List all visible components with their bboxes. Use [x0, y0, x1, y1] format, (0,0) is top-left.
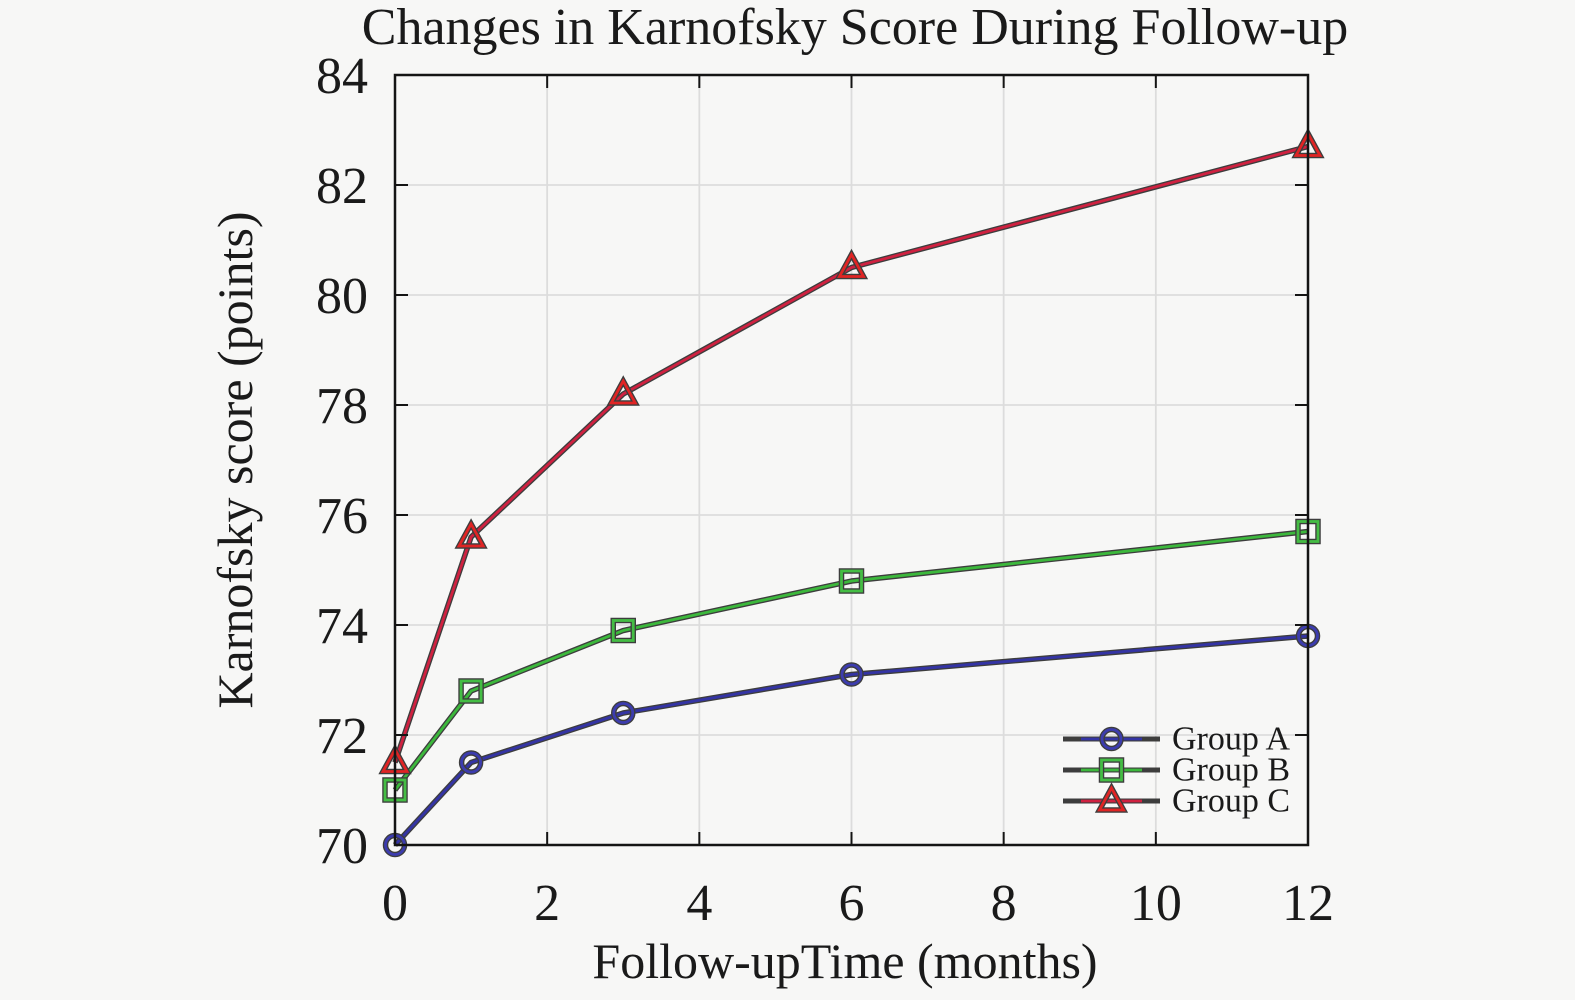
y-tick-label: 78	[316, 378, 368, 435]
y-tick-label: 76	[316, 488, 368, 545]
x-tick-label: 4	[686, 875, 712, 932]
y-axis-label: Karnofsky score (points)	[207, 211, 263, 708]
y-tick-label: 70	[316, 818, 368, 875]
series-line	[393, 530, 1309, 791]
legend-circle-marker	[1100, 728, 1123, 750]
x-tick-label: 12	[1282, 875, 1334, 932]
y-tick-label: 80	[316, 268, 368, 325]
x-tick-label: 10	[1130, 875, 1182, 932]
tick-labels: 0 2 4 6 8 10 12 70 72 74 76 78 80 82 84	[316, 48, 1334, 932]
square-marker	[459, 679, 483, 703]
legend-label-group-a: Group A	[1172, 721, 1291, 758]
square-marker	[840, 569, 863, 593]
y-tick-label: 82	[316, 158, 368, 215]
series-line	[393, 145, 1309, 763]
triangle-marker	[456, 521, 486, 548]
legend-label-group-c: Group C	[1172, 783, 1290, 820]
series-line	[393, 634, 1309, 846]
circle-marker	[612, 702, 635, 724]
y-tick-label: 74	[316, 598, 368, 655]
legend: Group A Group B Group C	[1063, 721, 1291, 820]
y-tick-label: 72	[316, 708, 368, 765]
series-group-c	[378, 127, 1325, 775]
legend-label-group-b: Group B	[1172, 752, 1290, 789]
legend-square-marker	[1100, 758, 1123, 782]
square-marker	[611, 619, 635, 642]
triangle-marker	[608, 378, 638, 405]
y-tick-label: 84	[316, 48, 368, 105]
chart-title: Changes in Karnofsky Score During Follow…	[362, 0, 1348, 56]
x-tick-label: 0	[382, 875, 408, 932]
data-series	[378, 127, 1325, 858]
x-tick-label: 8	[991, 875, 1017, 932]
x-tick-label: 6	[839, 875, 865, 932]
circle-marker	[460, 751, 482, 774]
legend-triangle-marker	[1097, 785, 1126, 812]
legend-marker-samples	[1063, 726, 1160, 813]
x-tick-label: 2	[534, 875, 560, 932]
axis-ticks	[394, 74, 1309, 846]
triangle-marker	[837, 251, 866, 278]
circle-marker	[840, 663, 863, 686]
x-axis-label: Follow-upTime (months)	[592, 933, 1097, 989]
